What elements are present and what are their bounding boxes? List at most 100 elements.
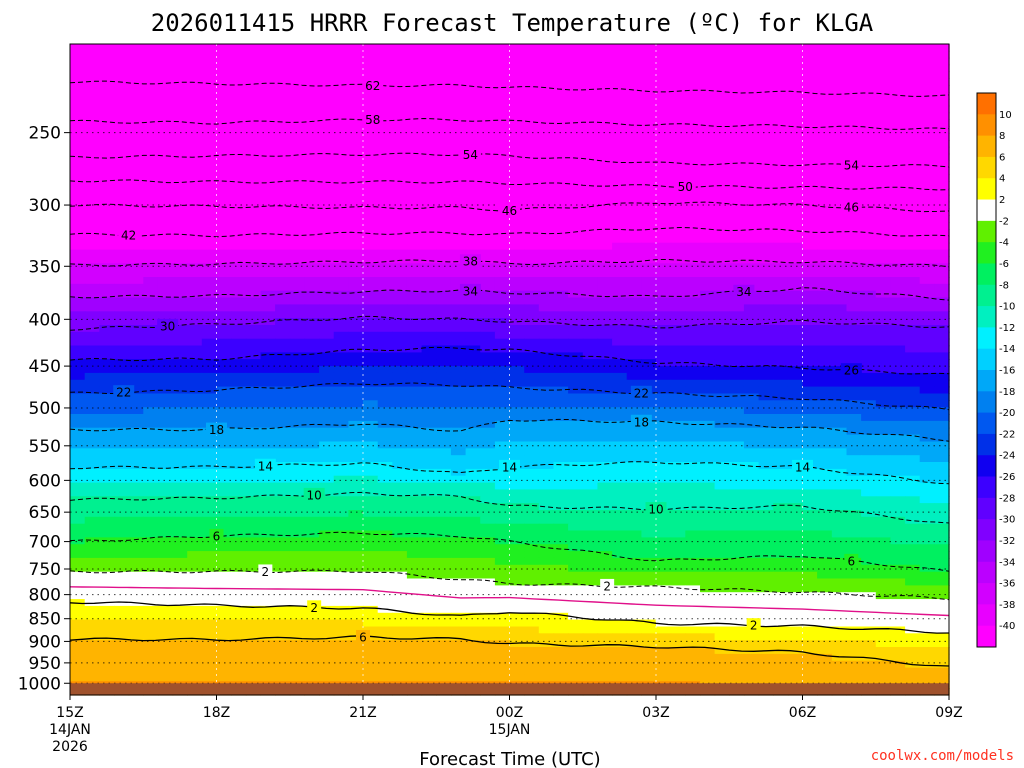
temperature-cell bbox=[260, 215, 276, 223]
temperature-cell bbox=[172, 78, 188, 86]
temperature-cell bbox=[128, 187, 144, 196]
temperature-cell bbox=[641, 71, 657, 79]
temperature-cell bbox=[348, 318, 364, 326]
temperature-cell bbox=[787, 516, 804, 525]
temperature-cell bbox=[582, 249, 599, 258]
temperature-cell bbox=[348, 434, 364, 443]
temperature-cell bbox=[377, 537, 393, 545]
temperature-cell bbox=[729, 482, 745, 491]
temperature-cell bbox=[831, 393, 848, 401]
temperature-cell bbox=[831, 181, 848, 189]
temperature-cell bbox=[245, 400, 262, 408]
temperature-cell bbox=[524, 311, 540, 319]
temperature-cell bbox=[714, 126, 730, 134]
temperature-cell bbox=[861, 386, 877, 395]
temperature-cell bbox=[436, 201, 452, 210]
temperature-cell bbox=[758, 215, 774, 223]
temperature-cell bbox=[568, 427, 584, 436]
temperature-cell bbox=[348, 92, 364, 100]
temperature-cell bbox=[817, 235, 833, 244]
temperature-cell bbox=[934, 126, 950, 134]
temperature-cell bbox=[480, 153, 496, 162]
temperature-cell bbox=[890, 489, 906, 497]
temperature-cell bbox=[787, 167, 804, 175]
temperature-cell bbox=[905, 235, 921, 244]
temperature-cell bbox=[773, 112, 789, 120]
temperature-cell bbox=[304, 187, 320, 196]
temperature-cell bbox=[392, 181, 408, 189]
temperature-cell bbox=[670, 345, 686, 353]
temperature-cell bbox=[157, 557, 174, 566]
temperature-cell bbox=[875, 304, 892, 312]
temperature-cell bbox=[465, 516, 481, 525]
temperature-cell bbox=[245, 194, 262, 203]
temperature-cell bbox=[99, 489, 115, 497]
temperature-cell bbox=[861, 489, 877, 497]
temperature-cell bbox=[406, 44, 423, 52]
temperature-cell bbox=[348, 523, 364, 532]
temperature-cell bbox=[436, 44, 452, 52]
temperature-cell bbox=[319, 112, 335, 120]
temperature-cell bbox=[905, 98, 921, 107]
temperature-cell bbox=[831, 64, 848, 73]
temperature-cell bbox=[275, 167, 291, 175]
temperature-cell bbox=[231, 516, 247, 525]
temperature-cell bbox=[787, 215, 804, 223]
temperature-cell bbox=[597, 338, 613, 347]
temperature-cell bbox=[275, 256, 291, 264]
temperature-cell bbox=[641, 283, 657, 292]
temperature-cell bbox=[509, 181, 525, 189]
temperature-cell bbox=[319, 386, 335, 395]
temperature-cell bbox=[524, 242, 540, 251]
temperature-cell bbox=[421, 564, 437, 573]
temperature-cell bbox=[524, 386, 540, 395]
temperature-cell bbox=[289, 516, 306, 525]
temperature-cell bbox=[626, 167, 642, 175]
temperature-cell bbox=[626, 585, 642, 593]
temperature-cell bbox=[143, 92, 159, 100]
temperature-cell bbox=[201, 304, 218, 312]
temperature-cell bbox=[582, 318, 599, 326]
temperature-cell bbox=[641, 187, 657, 196]
temperature-cell bbox=[524, 599, 540, 607]
temperature-cell bbox=[480, 133, 496, 141]
temperature-cell bbox=[187, 304, 203, 312]
temperature-cell bbox=[231, 455, 247, 463]
temperature-cell bbox=[84, 297, 100, 305]
temperature-cell bbox=[494, 571, 511, 580]
temperature-cell bbox=[905, 167, 921, 175]
temperature-cell bbox=[700, 146, 716, 155]
temperature-cell bbox=[231, 366, 247, 374]
temperature-cell bbox=[494, 242, 511, 251]
temperature-cell bbox=[934, 551, 950, 559]
temperature-cell bbox=[890, 544, 906, 552]
temperature-cell bbox=[831, 530, 848, 538]
temperature-cell bbox=[260, 441, 276, 449]
temperature-cell bbox=[582, 448, 599, 456]
temperature-cell bbox=[905, 489, 921, 497]
temperature-cell bbox=[187, 283, 203, 292]
temperature-cell bbox=[70, 249, 86, 258]
temperature-cell bbox=[685, 270, 701, 278]
temperature-cell bbox=[245, 242, 262, 251]
temperature-cell bbox=[802, 530, 818, 538]
temperature-cell bbox=[700, 318, 716, 326]
temperature-cell bbox=[465, 229, 481, 237]
temperature-cell bbox=[480, 146, 496, 155]
temperature-cell bbox=[275, 352, 291, 360]
temperature-cell bbox=[509, 270, 525, 278]
temperature-cell bbox=[260, 50, 276, 59]
temperature-cell bbox=[934, 386, 950, 395]
temperature-cell bbox=[99, 105, 115, 114]
temperature-cell bbox=[773, 85, 789, 93]
temperature-cell bbox=[538, 44, 555, 52]
temperature-cell bbox=[216, 379, 232, 388]
temperature-cell bbox=[787, 523, 804, 532]
temperature-cell bbox=[582, 564, 599, 573]
temperature-cell bbox=[524, 146, 540, 155]
temperature-cell bbox=[524, 482, 540, 491]
temperature-cell bbox=[773, 139, 789, 148]
temperature-cell bbox=[187, 256, 203, 264]
temperature-cell bbox=[289, 455, 306, 463]
temperature-cell bbox=[450, 64, 467, 73]
